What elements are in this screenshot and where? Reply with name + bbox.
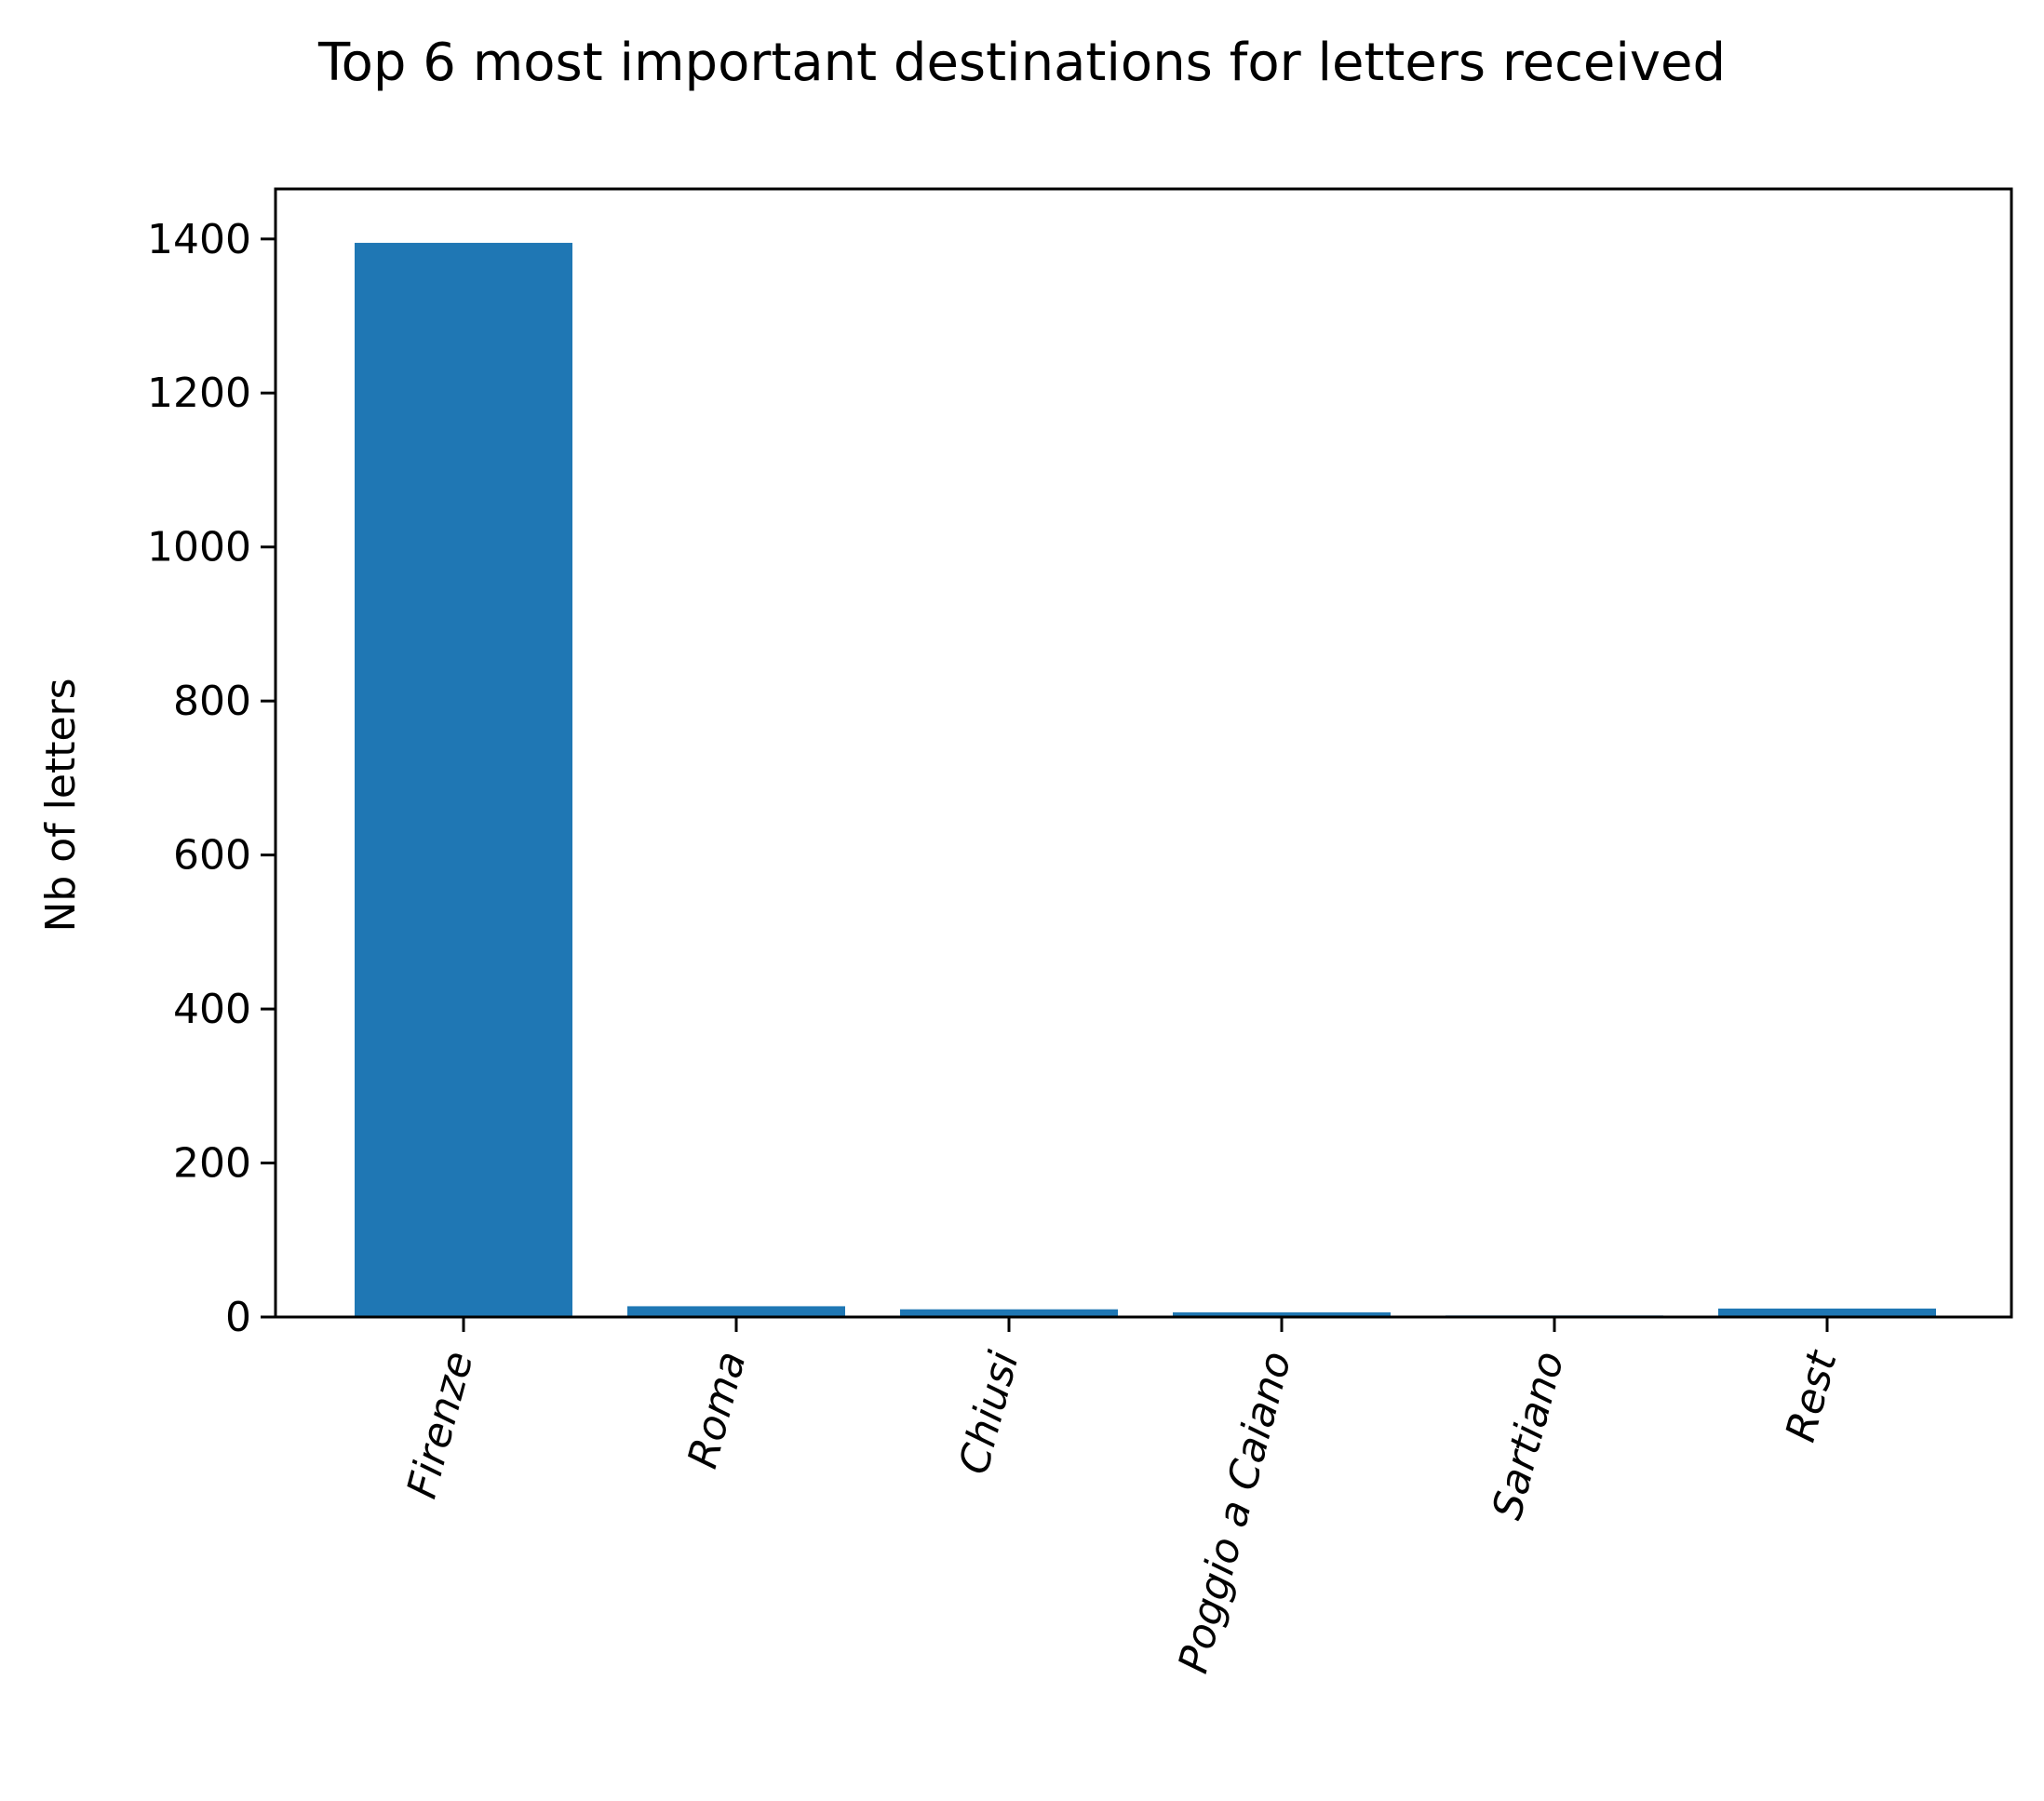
x-tick-label: Sartiano	[1484, 1347, 1574, 1525]
bar-firenze	[355, 242, 572, 1317]
y-tick-label: 200	[173, 1140, 251, 1188]
y-axis: 0 200 400 600 800 1000 1200 1400	[147, 216, 276, 1341]
bars-layer	[355, 242, 1936, 1317]
chart-title: Top 6 most important destinations for le…	[317, 33, 1726, 93]
x-tick-label: Rest	[1777, 1345, 1847, 1446]
plot-frame	[274, 187, 2013, 1319]
y-axis-label: Nb of letters	[37, 678, 85, 932]
y-tick-label: 1400	[147, 216, 251, 263]
x-axis: Firenze Roma Chiusi Poggio a Caiano Sartiano…	[398, 1317, 1847, 1678]
y-tick-label: 1200	[147, 370, 251, 417]
y-tick-label: 0	[225, 1294, 251, 1341]
x-tick-label: Firenze	[398, 1347, 483, 1503]
x-tick-label: Chiusi	[950, 1346, 1029, 1479]
y-tick-label: 800	[173, 678, 251, 725]
x-tick-label: Poggio a Caiano	[1169, 1347, 1300, 1678]
y-tick-label: 1000	[147, 524, 251, 571]
x-tick-label: Roma	[679, 1347, 755, 1473]
y-tick-label: 600	[173, 832, 251, 880]
bar-rest	[1718, 1308, 1936, 1317]
bar-roma	[627, 1306, 845, 1317]
bar-chiusi	[900, 1309, 1118, 1317]
bar-poggio-a-caiano	[1173, 1312, 1391, 1317]
y-tick-label: 400	[173, 986, 251, 1033]
